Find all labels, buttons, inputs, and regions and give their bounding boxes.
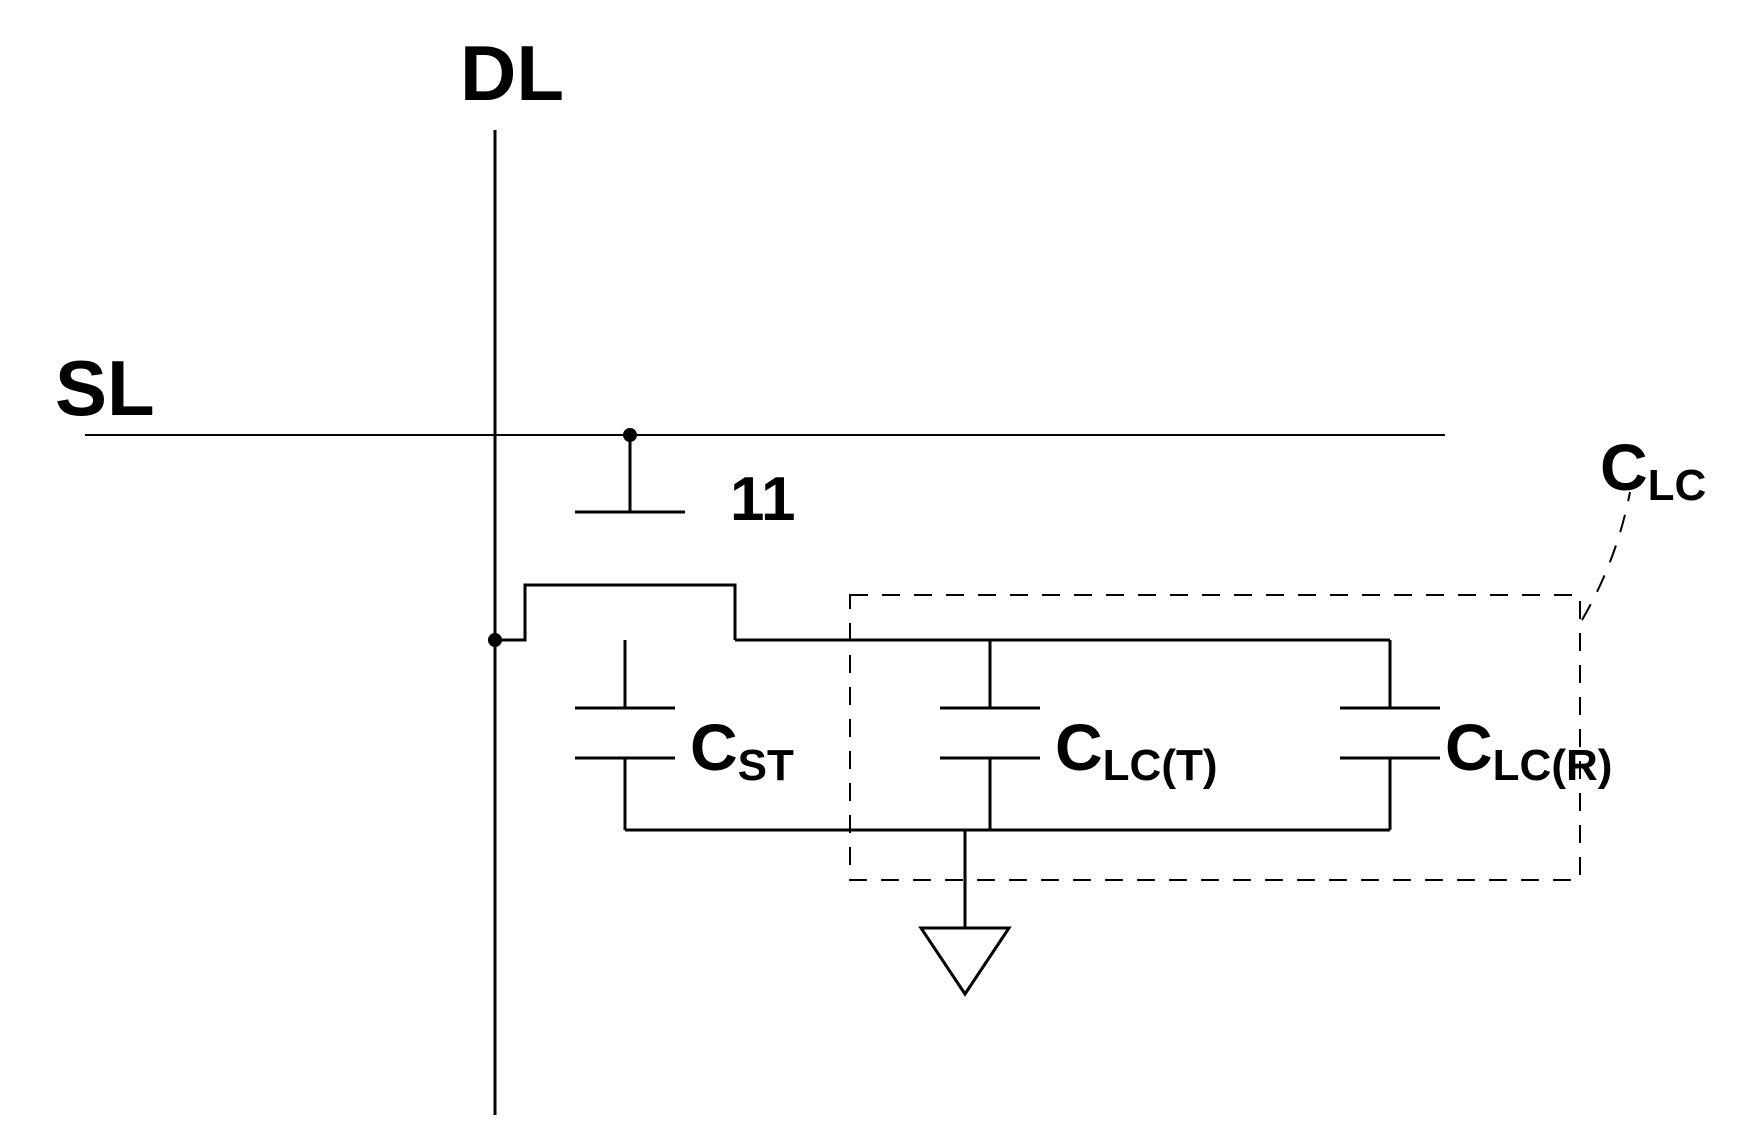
label-sl: SL [55,344,155,432]
label-clct: CLC(T) [1055,710,1218,790]
label-clc: CLC [1600,430,1706,510]
capacitor-clct [940,640,1040,830]
label-transistor-ref: 11 [730,465,796,534]
capacitor-cst [575,640,675,830]
label-clcr: CLC(R) [1445,710,1612,790]
transistor-channel [495,585,735,640]
circuit-diagram: DL SL 11 CST CLC(T) CLC(R) CLC [0,0,1747,1139]
ground-symbol [921,928,1009,994]
clc-leader [1582,492,1630,620]
label-dl: DL [460,29,564,117]
capacitor-clcr [1340,640,1440,830]
label-cst: CST [690,710,794,790]
